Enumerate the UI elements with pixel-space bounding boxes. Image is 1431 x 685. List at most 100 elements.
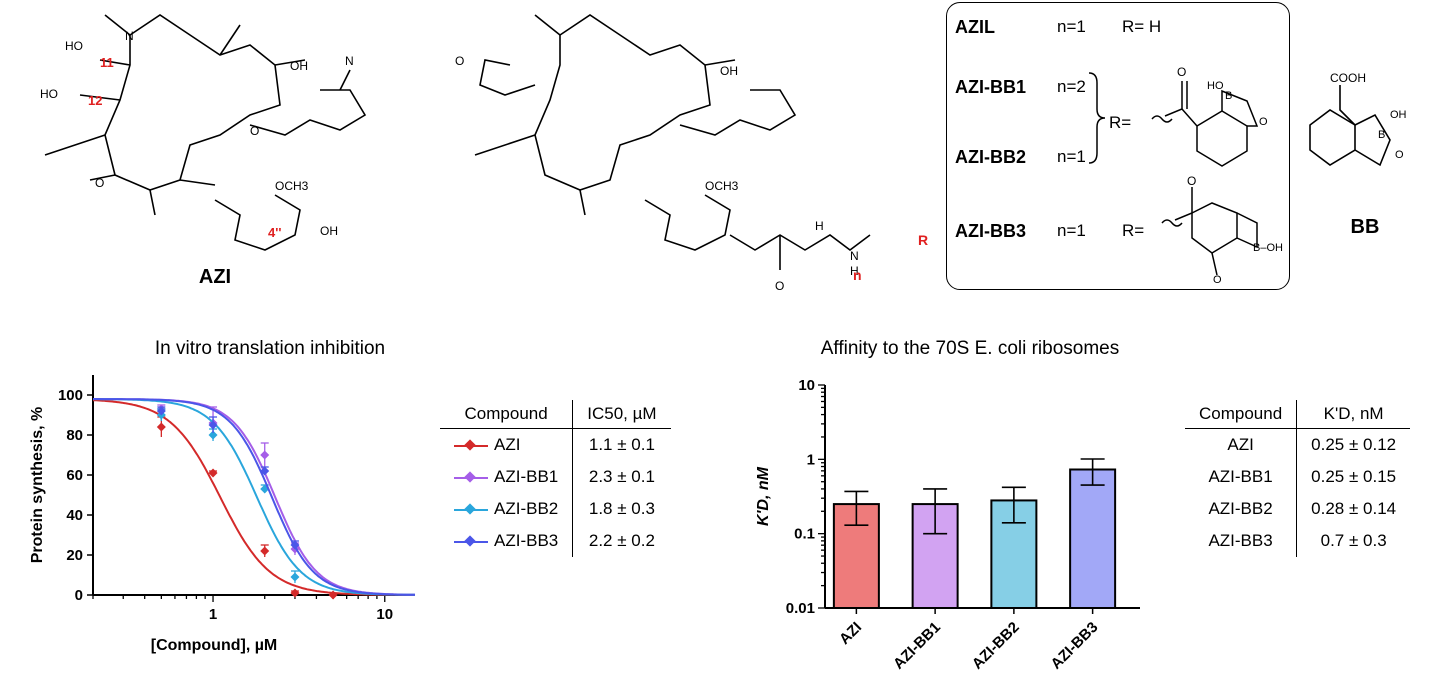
inhibition-y-tick-label: 0 (75, 587, 83, 604)
azi-derivative-structure: O OH OCH3 O N H H n R (455, 14, 928, 293)
bb-label: BB (1350, 216, 1380, 238)
affinity-table-header-compound: Compound (1185, 400, 1297, 429)
affinity-x-tick-label: AZI-BB2 (969, 619, 1023, 673)
svg-text:OH: OH (1390, 109, 1407, 121)
affinity-table-row: AZI-BB2 0.28 ± 0.14 (1185, 493, 1411, 525)
svg-text:N: N (125, 29, 134, 43)
affinity-table-compound-cell: AZI (1227, 435, 1254, 454)
legend-marker-icon (454, 441, 488, 451)
affinity-chart-title: Affinity to the 70S E. coli ribosomes (820, 338, 1120, 359)
azi-bb2-data-point (290, 572, 300, 582)
affinity-table-value-cell: 0.25 ± 0.15 (1296, 461, 1411, 493)
azi-bb3-bar (1069, 468, 1117, 610)
inhibition-y-tick-label: 100 (58, 387, 83, 404)
svg-text:OH: OH (320, 224, 338, 238)
inhibition-y-tick-label: 60 (66, 467, 83, 484)
bb-structure: COOH OH B O (1309, 71, 1407, 167)
inhibition-table-value-cell: 2.3 ± 0.1 (572, 461, 671, 493)
legend-marker-icon (454, 537, 488, 547)
svg-text:B–OH: B–OH (1253, 242, 1283, 254)
affinity-y-axis-label: K'D, nM (755, 466, 772, 526)
svg-text:OH: OH (720, 64, 738, 78)
svg-text:O: O (1177, 65, 1186, 79)
inhibition-table-header-value: IC50, µM (572, 400, 671, 429)
svg-text:OH: OH (290, 59, 308, 73)
inhibition-x-tick-label: 10 (376, 606, 393, 623)
affinity-y-tick-label: 10 (798, 377, 815, 394)
azi-bb3-fit-curve (93, 398, 415, 596)
svg-text:B: B (1378, 129, 1385, 141)
inhibition-table-compound-name: AZI-BB1 (494, 467, 559, 486)
azi-bb3-data-point (208, 420, 218, 430)
affinity-x-tick-label: AZI (836, 619, 865, 648)
svg-text:O: O (95, 176, 104, 190)
svg-text:HO: HO (40, 87, 58, 101)
affinity-table-row: AZI 0.25 ± 0.12 (1185, 428, 1411, 461)
box-bb3-n: n=1 (1057, 221, 1086, 240)
affinity-table-row: AZI-BB1 0.25 ± 0.15 (1185, 461, 1411, 493)
affinity-table-value-cell: 0.7 ± 0.3 (1296, 525, 1411, 557)
legend-marker-icon (454, 505, 488, 515)
svg-text:B: B (1225, 90, 1232, 102)
affinity-table-value-cell: 0.28 ± 0.14 (1296, 493, 1411, 525)
inhibition-table-compound-cell: AZI-BB2 (440, 493, 573, 525)
affinity-table: Compound K'D, nM AZI 0.25 ± 0.12 AZI-BB1 0.… (1185, 400, 1411, 557)
affinity-table-compound-cell: AZI-BB2 (1208, 499, 1273, 518)
affinity-y-tick-label: 1 (807, 451, 815, 468)
inhibition-table-row: AZI-BB1 2.3 ± 0.1 (440, 461, 671, 493)
azi-bb3-data-point (260, 466, 270, 476)
inhibition-table-compound-cell: AZI-BB3 (440, 525, 573, 557)
svg-text:O: O (250, 124, 259, 138)
inhibition-table-row: AZI 1.1 ± 0.1 (440, 428, 671, 461)
inhibition-table-value-cell: 2.2 ± 0.2 (572, 525, 671, 557)
azi-bb1-data-point (260, 450, 270, 460)
svg-text:O: O (455, 54, 464, 68)
inhibition-y-axis-label: Protein synthesis, % (29, 407, 46, 564)
azi-data-point (208, 468, 218, 478)
box-bb12-r: R= (1109, 113, 1132, 132)
affinity-table-compound-cell: AZI-BB1 (1208, 467, 1273, 486)
azi-bb3-data-point (290, 540, 300, 550)
affinity-table-header-value: K'D, nM (1296, 400, 1411, 429)
svg-text:H: H (815, 219, 824, 233)
affinity-y-tick-label: 0.1 (794, 526, 815, 543)
svg-text:N: N (850, 249, 859, 263)
inhibition-x-axis-label: [Compound], µM (151, 637, 278, 654)
azi-bb2-fit-curve (93, 398, 416, 596)
svg-text:H: H (850, 264, 859, 278)
azi-data-point (260, 546, 270, 556)
inhibition-table-compound-cell: AZI-BB1 (440, 461, 573, 493)
azi-c11-label: 11 (100, 55, 114, 70)
inhibition-y-tick-label: 20 (66, 547, 83, 564)
box-bb1-n: n=2 (1057, 77, 1086, 96)
svg-text:N: N (345, 54, 354, 68)
box-bb2-n: n=1 (1057, 147, 1086, 166)
inhibition-table-compound-name: AZI (494, 435, 521, 454)
box-azil-n: n=1 (1057, 17, 1086, 36)
inhibition-y-tick-label: 80 (66, 427, 83, 444)
affinity-chart: 0.01 0.1 1 10 K'D, nM AZI AZI-BB1 AZI-BB2 AZI-BB… (755, 377, 1140, 673)
box-azil-r: R= H (1122, 17, 1162, 36)
azi-data-point (290, 588, 300, 598)
inhibition-chart: 0 20 40 60 80 100 1 10 [Compound], µM Protein syn… (29, 375, 416, 654)
azi-c4pp-label: 4'' (268, 225, 281, 240)
legend-marker-icon (454, 473, 488, 483)
affinity-x-tick-label: AZI-BB1 (890, 619, 944, 673)
derivative-n-label: n (853, 267, 862, 283)
inhibition-x-tick-label: 1 (209, 606, 217, 623)
svg-text:O: O (1213, 274, 1222, 285)
inhibition-table-compound-name: AZI-BB3 (494, 531, 559, 550)
azi-data-point (156, 422, 166, 432)
benzoxaborole-propanoyl-icon: O HO B O (1151, 65, 1268, 167)
azi-bb1-fit-curve (93, 398, 415, 596)
svg-text:HO: HO (1207, 80, 1224, 92)
svg-text:OCH3: OCH3 (275, 179, 309, 193)
box-bb3-r: R= (1122, 221, 1145, 240)
inhibition-table-value-cell: 1.8 ± 0.3 (572, 493, 671, 525)
affinity-table-row: AZI-BB3 0.7 ± 0.3 (1185, 525, 1411, 557)
box-bb2-name: AZI-BB2 (955, 147, 1026, 167)
azi-structure: HO HO OH OH OCH3 N O O N 11 12 4'' (40, 14, 367, 251)
azi-fit-curve (93, 399, 415, 596)
box-row-azil: AZIL (955, 17, 995, 38)
box-bb3-name: AZI-BB3 (955, 221, 1026, 241)
